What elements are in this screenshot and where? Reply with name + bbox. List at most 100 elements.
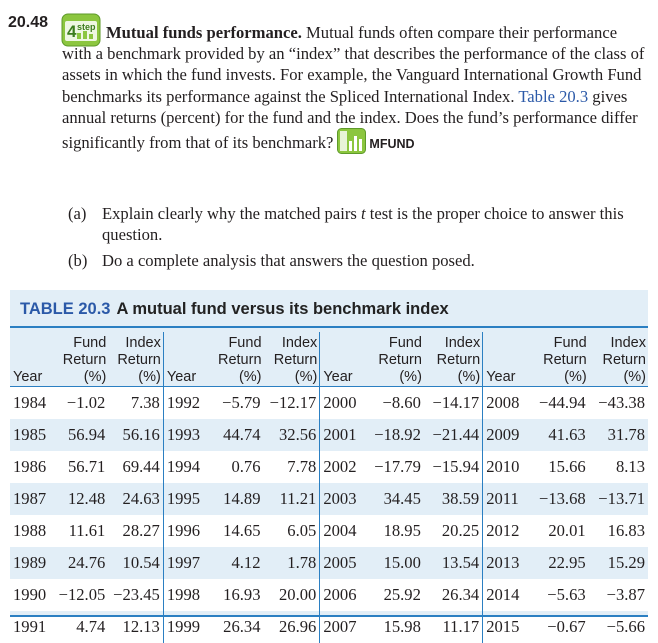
year-cell: 2000 bbox=[319, 386, 366, 419]
fund-return-cell: 14.65 bbox=[209, 515, 264, 547]
data-file-icon[interactable] bbox=[337, 128, 367, 155]
part-b-label: (b) bbox=[68, 251, 88, 270]
table-number: TABLE 20.3 bbox=[20, 300, 111, 318]
index-return-cell: 38.59 bbox=[423, 483, 484, 515]
title-divider bbox=[10, 326, 648, 328]
fund-return-cell: 4.12 bbox=[231, 553, 261, 572]
column-header-year: Year bbox=[319, 332, 366, 387]
table-row: 1984 −1.02 7.38 1992 −5.79 −12.17 2000 −8.60 −14… bbox=[10, 386, 648, 419]
fund-return-cell: 20.01 bbox=[528, 515, 589, 547]
exercise-text-2: gives annual returns (percent) for the f… bbox=[62, 86, 638, 153]
part-a-label: (a) bbox=[68, 204, 87, 223]
index-return-cell: 31.78 bbox=[607, 425, 645, 444]
index-return-cell: −12.17 bbox=[263, 386, 321, 419]
fund-return-cell: 0.76 bbox=[209, 451, 264, 483]
year-cell: 2007 bbox=[323, 617, 357, 636]
index-return-cell: 1.78 bbox=[263, 547, 321, 579]
index-return-cell: −3.87 bbox=[588, 579, 648, 611]
fund-return-cell: 56.71 bbox=[55, 451, 109, 483]
year-cell: 1994 bbox=[163, 451, 210, 483]
year-cell: 1996 bbox=[163, 515, 210, 547]
dataset-name: MFUND bbox=[369, 137, 415, 152]
fund-return-cell: −0.67 bbox=[547, 617, 586, 636]
column-header-year: Year bbox=[482, 332, 529, 387]
year-cell: 2011 bbox=[486, 489, 519, 508]
index-return-cell: 11.21 bbox=[263, 483, 321, 515]
table-title: TABLE 20.3 A mutual fund versus its bench… bbox=[20, 300, 449, 319]
index-return-cell: 32.56 bbox=[263, 419, 321, 451]
year-cell: 2008 bbox=[482, 386, 529, 419]
table-header-row: Year Fund Return (%) Index Return (%) Year Fund R… bbox=[10, 332, 648, 387]
index-return-cell: 7.78 bbox=[263, 451, 321, 483]
year-cell: 1986 bbox=[10, 451, 56, 483]
index-return-cell: 20.25 bbox=[423, 515, 484, 547]
table-row: 1990 −12.05 −23.45 1998 16.93 20.00 2006 25.92 2… bbox=[10, 579, 648, 611]
fund-return-cell: 25.92 bbox=[365, 579, 424, 611]
part-a: (a) Explain clearly why the matched pair… bbox=[68, 203, 648, 245]
index-return-cell: 7.38 bbox=[108, 386, 164, 419]
fund-return-cell: 44.74 bbox=[223, 425, 261, 444]
year-cell: 1997 bbox=[166, 553, 201, 572]
index-return-cell: 8.13 bbox=[588, 451, 648, 483]
year-cell: 1985 bbox=[13, 425, 47, 444]
fund-return-cell: 34.45 bbox=[383, 489, 421, 508]
column-header-fund-return: Fund Return (%) bbox=[55, 332, 109, 387]
year-cell: 1988 bbox=[10, 515, 56, 547]
index-return-cell: −14.17 bbox=[423, 386, 484, 419]
column-header-year: Year bbox=[163, 332, 210, 387]
exercise-text: Mutual funds performance. Mutual funds o… bbox=[62, 22, 647, 155]
fund-return-cell: 4.74 bbox=[76, 617, 106, 636]
column-header-fund-return: Fund Return (%) bbox=[209, 332, 264, 387]
table-row: 1991 4.74 12.13 1999 26.34 26.96 2007 15.98 11.1… bbox=[10, 611, 648, 643]
fund-return-cell: 24.76 bbox=[67, 553, 106, 572]
part-b: (b) Do a complete analysis that answers … bbox=[68, 250, 648, 271]
svg-text:4: 4 bbox=[67, 22, 77, 41]
fund-return-cell: −44.94 bbox=[528, 386, 589, 419]
year-cell: 1989 bbox=[13, 553, 47, 572]
table-reference-link[interactable]: Table 20.3 bbox=[518, 86, 589, 106]
column-header-fund-return: Fund Return (%) bbox=[365, 332, 424, 387]
column-header-index-return: Index Return (%) bbox=[423, 332, 484, 387]
index-return-cell: 20.00 bbox=[263, 579, 321, 611]
fund-return-cell: 16.93 bbox=[209, 579, 264, 611]
part-a-text: Explain clearly why the matched pairs t … bbox=[102, 204, 624, 244]
index-return-cell: −5.66 bbox=[606, 617, 645, 636]
year-cell: 2010 bbox=[482, 451, 529, 483]
fund-return-cell: 15.66 bbox=[528, 451, 589, 483]
index-return-cell: 10.54 bbox=[108, 547, 164, 579]
index-return-cell: 16.83 bbox=[588, 515, 648, 547]
fund-return-cell: 15.98 bbox=[383, 617, 421, 636]
four-step-icon: 4 step bbox=[61, 13, 101, 47]
index-return-cell: 24.63 bbox=[108, 483, 164, 515]
table-row: 1988 11.61 28.27 1996 14.65 6.05 2004 18.95 20.2… bbox=[10, 515, 648, 547]
index-return-cell: −13.71 bbox=[598, 489, 645, 508]
fund-return-cell: −8.60 bbox=[365, 386, 424, 419]
column-header-index-return: Index Return (%) bbox=[263, 332, 321, 387]
column-header-index-return: Index Return (%) bbox=[108, 332, 164, 387]
year-cell: 1992 bbox=[163, 386, 210, 419]
year-cell: 1984 bbox=[10, 386, 56, 419]
part-b-text: Do a complete analysis that answers the … bbox=[102, 251, 475, 270]
year-cell: 1987 bbox=[13, 489, 47, 508]
fund-return-cell: 26.34 bbox=[223, 617, 261, 636]
year-cell: 2015 bbox=[486, 617, 520, 636]
fund-return-cell: −5.63 bbox=[528, 579, 589, 611]
exercise-text-1: Mutual funds often compare their perform… bbox=[62, 23, 645, 106]
returns-table: Year Fund Return (%) Index Return (%) Year Fund R… bbox=[10, 332, 648, 643]
year-cell: 2005 bbox=[323, 553, 357, 572]
table-row: 1986 56.71 69.44 1994 0.76 7.78 2002 −17.79 −15.… bbox=[10, 451, 648, 483]
column-header-year: Year bbox=[10, 332, 56, 387]
year-cell: 2009 bbox=[486, 425, 520, 444]
index-return-cell: 28.27 bbox=[108, 515, 164, 547]
index-return-cell: 6.05 bbox=[263, 515, 321, 547]
index-return-cell: −43.38 bbox=[588, 386, 648, 419]
fund-return-cell: −1.02 bbox=[55, 386, 109, 419]
index-return-cell: 13.54 bbox=[423, 547, 484, 579]
year-cell: 2002 bbox=[319, 451, 366, 483]
index-return-cell: 26.34 bbox=[423, 579, 484, 611]
data-table-panel: TABLE 20.3 A mutual fund versus its bench… bbox=[10, 290, 648, 643]
index-return-cell: −15.94 bbox=[423, 451, 484, 483]
year-cell: 1995 bbox=[166, 489, 201, 508]
year-cell: 2004 bbox=[319, 515, 366, 547]
table-row: 1989 24.76 10.54 1997 4.12 1.78 2005 15.00 13.54… bbox=[10, 547, 648, 579]
